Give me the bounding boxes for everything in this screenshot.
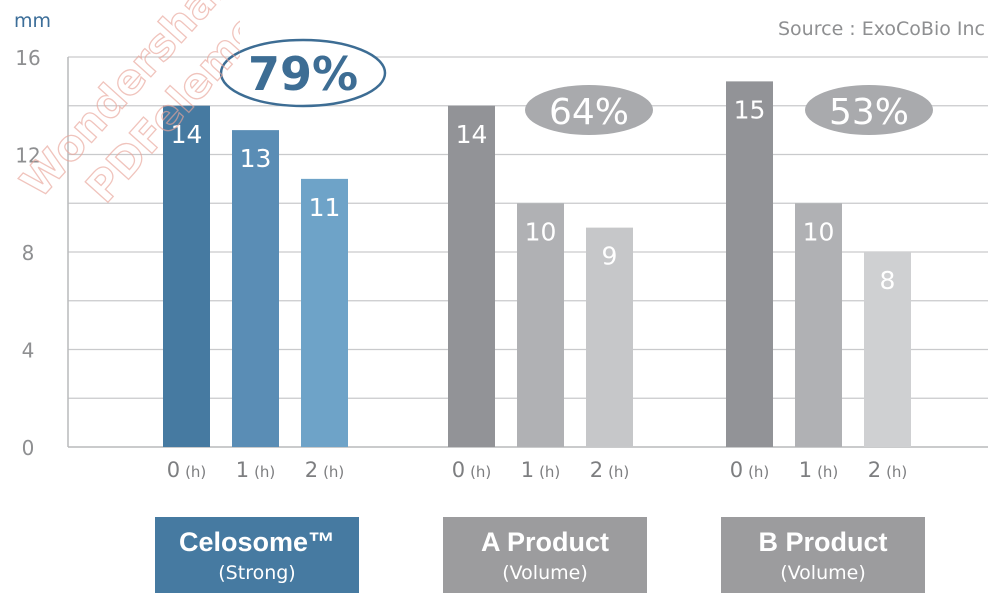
x-tick-label: 1 (h) (521, 458, 561, 482)
bar (795, 203, 842, 447)
bar (163, 105, 210, 447)
reduction-badges: 79% 64% 53% (219, 38, 933, 135)
x-tick-label: 0 (h) (167, 458, 207, 482)
group-caption: A Product (Volume) (443, 517, 647, 593)
y-axis: 0 4 8 12 16 (15, 46, 40, 460)
y-tick-label: 0 (22, 436, 35, 460)
bar-value-label: 14 (171, 120, 203, 149)
x-tick-label: 2 (h) (305, 458, 345, 482)
y-tick-label: 8 (22, 241, 35, 265)
reduction-badge-label: 53% (829, 92, 909, 133)
bar-value-label: 8 (880, 266, 896, 295)
x-tick-label: 0 (h) (452, 458, 492, 482)
y-tick-label: 12 (15, 144, 40, 168)
bars: 14 13 11 14 10 9 15 10 8 (163, 81, 911, 447)
x-tick-label: 1 (h) (799, 458, 839, 482)
y-tick-label: 16 (15, 46, 40, 70)
reduction-badge-label: 64% (549, 92, 629, 133)
group-subtitle: (Strong) (218, 562, 296, 584)
bar (517, 203, 564, 447)
y-unit-label: mm (14, 10, 51, 32)
x-tick-labels: 0 (h) 1 (h) 2 (h) 0 (h) 1 (h) 2 (h) 0 (h) 1 (h) 2 (h) (167, 458, 908, 482)
bar-value-label: 15 (734, 95, 766, 124)
group-caption: Celosome™ (Strong) (155, 517, 359, 593)
x-tick-label: 2 (h) (868, 458, 908, 482)
group-name: B Product (758, 527, 888, 557)
bar (301, 178, 348, 447)
bar (726, 81, 773, 447)
bar-value-label: 10 (803, 217, 835, 246)
source-label: Source : ExoCoBio Inc (778, 18, 985, 40)
reduction-badge-label: 79% (248, 47, 358, 101)
y-tick-label: 4 (22, 339, 35, 363)
bar-value-label: 11 (309, 193, 341, 222)
bar-value-label: 9 (602, 242, 618, 271)
reduction-badge-filled (525, 85, 653, 135)
reduction-badge-outline (219, 38, 387, 108)
group-name: Celosome™ (178, 527, 336, 557)
bar-value-label: 13 (240, 144, 272, 173)
x-tick-label: 2 (h) (590, 458, 630, 482)
bar-value-label: 10 (525, 217, 557, 246)
group-caption: B Product (Volume) (721, 517, 925, 593)
x-tick-label: 0 (h) (730, 458, 770, 482)
group-subtitle: (Volume) (502, 562, 588, 584)
group-subtitle: (Volume) (780, 562, 866, 584)
bar (864, 252, 911, 447)
reduction-badge-filled (805, 85, 933, 135)
group-name: A Product (481, 527, 609, 557)
bar-value-label: 14 (456, 120, 488, 149)
bar (448, 105, 495, 447)
bar (586, 227, 633, 447)
x-tick-label: 1 (h) (236, 458, 276, 482)
bar (232, 130, 279, 447)
